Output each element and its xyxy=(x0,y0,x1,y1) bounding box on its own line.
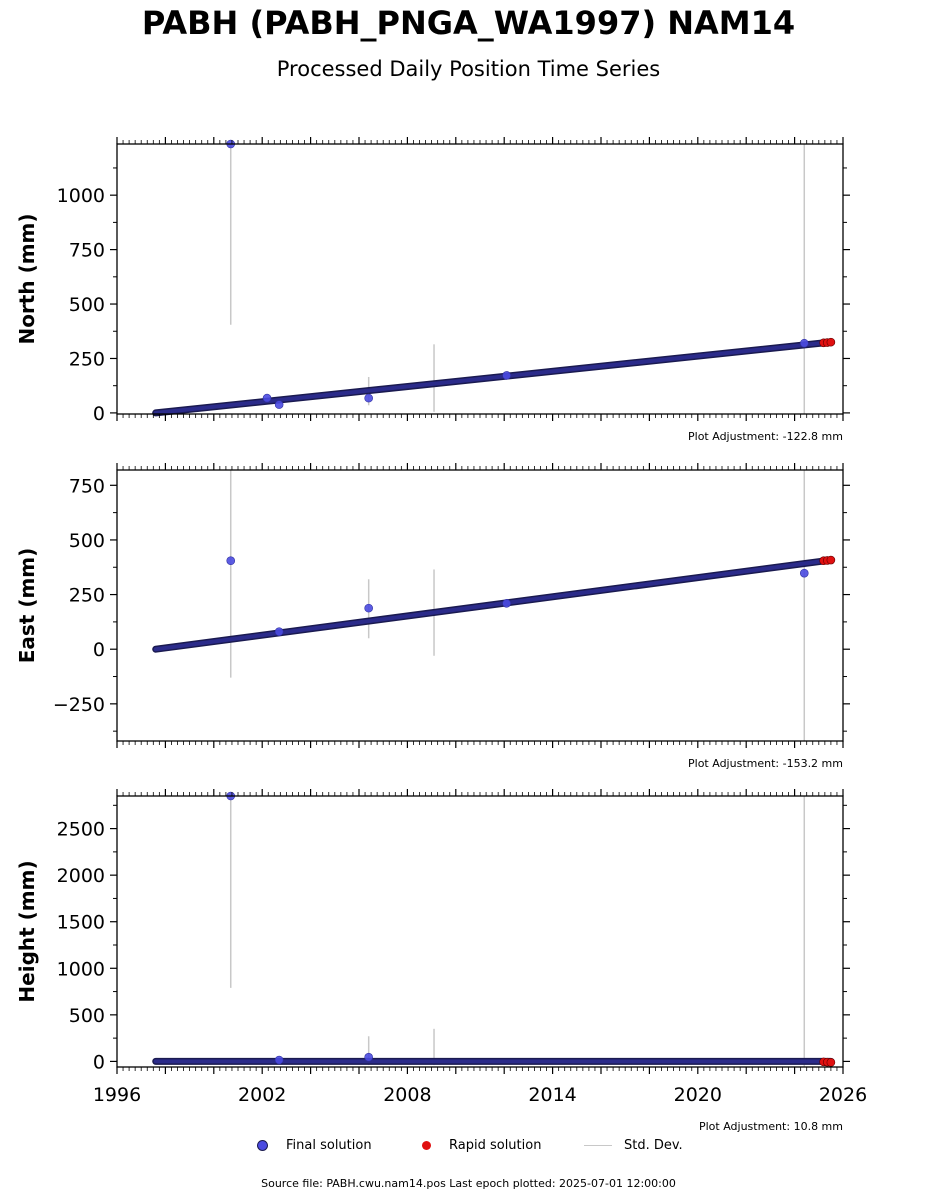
chart-title: PABH (PABH_PNGA_WA1997) NAM14 xyxy=(141,4,796,42)
final-solution-point xyxy=(274,400,284,409)
legend-label-rapid: Rapid solution xyxy=(449,1138,542,1153)
legend-item-stddev: Std. Dev. xyxy=(584,1138,683,1153)
final-solution-point xyxy=(364,393,373,403)
x-tick-label: 2014 xyxy=(528,1084,576,1106)
y-tick-label: 250 xyxy=(69,585,105,607)
panel-east-mm: −250 0 250 500 750 East (mm) Plot Adjustment: … xyxy=(15,463,850,770)
plot-adjustment-note: Plot Adjustment: -153.2 mm xyxy=(688,757,843,770)
y-tick-label: 500 xyxy=(69,1005,105,1027)
x-tick-label: 2008 xyxy=(383,1084,431,1106)
y-tick-label: −250 xyxy=(53,694,105,716)
x-tick-label: 2020 xyxy=(674,1084,722,1106)
final-solution-point xyxy=(502,599,511,608)
rapid-solution-point xyxy=(826,555,836,565)
x-tick-label: 2002 xyxy=(238,1084,286,1106)
y-tick-label: 250 xyxy=(69,348,105,370)
y-tick-label: 1500 xyxy=(57,912,105,934)
y-tick-label: 750 xyxy=(69,240,105,262)
chart-subtitle: Processed Daily Position Time Series xyxy=(276,57,661,81)
final-solution-point xyxy=(274,627,284,637)
x-tick-label: 1996 xyxy=(93,1084,141,1106)
y-tick-label: 2000 xyxy=(57,865,105,887)
panel-height-mm: 0 500 1000 1500 2000 2500 1996 2002 2008 2014 2020… xyxy=(15,789,867,1133)
legend-label-final: Final solution xyxy=(286,1138,372,1153)
rapid-solution-point xyxy=(826,337,836,347)
legend-item-rapid: Rapid solution xyxy=(422,1138,541,1153)
rapid-solution-point xyxy=(826,1058,836,1067)
y-axis-label: North (mm) xyxy=(15,213,39,344)
final-solution-point xyxy=(799,338,809,348)
final-solution-point xyxy=(364,603,373,613)
final-solution-band xyxy=(153,340,833,415)
final-solution-band xyxy=(153,558,833,652)
rapid-solution-marker-icon xyxy=(422,1141,431,1150)
plot-adjustment-note: Plot Adjustment: 10.8 mm xyxy=(699,1120,843,1133)
panel-north-mm: 0 250 500 750 1000 North (mm) Plot Adjustment:… xyxy=(15,137,850,443)
final-solution-point xyxy=(226,556,236,565)
final-solution-point xyxy=(274,1055,284,1065)
y-tick-label: 500 xyxy=(69,294,105,316)
y-tick-label: 0 xyxy=(93,639,105,661)
y-tick-label: 750 xyxy=(69,475,105,497)
y-axis-label: Height (mm) xyxy=(15,860,39,1002)
final-solution-point xyxy=(262,393,272,403)
legend-label-stddev: Std. Dev. xyxy=(624,1138,683,1153)
legend: Final solution Rapid solution Std. Dev. xyxy=(0,1138,937,1158)
x-tick-label: 2026 xyxy=(819,1084,867,1106)
plot-frame xyxy=(116,143,844,415)
y-axis-label: East (mm) xyxy=(15,548,39,664)
y-tick-label: 1000 xyxy=(57,185,105,207)
plot-frame xyxy=(116,795,844,1068)
y-tick-label: 0 xyxy=(93,1051,105,1073)
stddev-line-icon xyxy=(584,1145,612,1146)
legend-item-final: Final solution xyxy=(257,1138,372,1153)
final-solution-point xyxy=(799,568,809,578)
y-tick-label: 2500 xyxy=(57,819,105,841)
source-footnote: Source file: PABH.cwu.nam14.pos Last epo… xyxy=(261,1177,676,1190)
y-tick-label: 500 xyxy=(69,530,105,552)
plot-adjustment-note: Plot Adjustment: -122.8 mm xyxy=(688,430,843,443)
final-solution-marker-icon xyxy=(257,1140,268,1151)
y-tick-label: 0 xyxy=(93,403,105,425)
final-solution-point xyxy=(364,1052,373,1062)
final-solution-point xyxy=(502,371,511,380)
y-tick-label: 1000 xyxy=(57,958,105,980)
